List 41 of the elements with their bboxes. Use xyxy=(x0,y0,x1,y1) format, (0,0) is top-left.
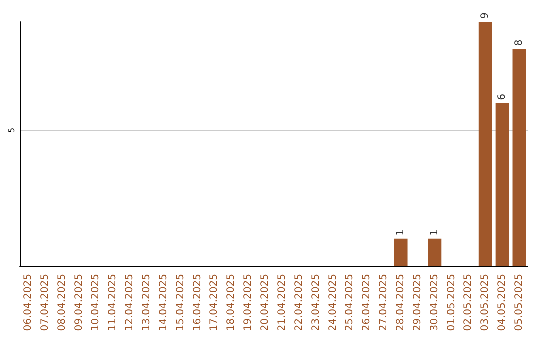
x-tick-label: 29.04.2025 xyxy=(412,274,424,332)
x-tick-label: 22.04.2025 xyxy=(294,274,305,332)
x-tick-label: 05.05.2025 xyxy=(514,274,526,332)
x-tick-label: 04.05.2025 xyxy=(497,274,508,332)
x-tick-label: 16.04.2025 xyxy=(192,274,204,332)
bar xyxy=(478,22,492,266)
x-tick-label: 24.04.2025 xyxy=(328,274,339,332)
x-tick-label: 30.04.2025 xyxy=(429,274,440,332)
x-tick-label: 07.04.2025 xyxy=(40,274,51,332)
x-tick-label: 09.04.2025 xyxy=(74,274,85,332)
x-tick-label: 23.04.2025 xyxy=(310,274,322,332)
bar xyxy=(496,103,510,266)
x-tick-label: 01.05.2025 xyxy=(446,274,458,332)
data-label: 1 xyxy=(429,230,440,236)
x-tick-label: 14.04.2025 xyxy=(158,274,170,332)
x-tick-label: 20.04.2025 xyxy=(260,274,272,332)
x-tick-label: 25.04.2025 xyxy=(344,274,356,332)
x-tick-label: 28.04.2025 xyxy=(396,274,406,332)
y-tick-label: 5 xyxy=(8,128,16,133)
x-tick-label: 10.04.2025 xyxy=(90,274,102,332)
x-tick-label: 13.04.2025 xyxy=(142,274,152,332)
x-tick-label: 18.04.2025 xyxy=(226,274,238,332)
bar xyxy=(394,238,408,266)
data-label: 1 xyxy=(396,230,406,236)
x-tick-label: 15.04.2025 xyxy=(175,274,186,332)
x-tick-label: 12.04.2025 xyxy=(124,274,136,332)
x-tick-label: 02.05.2025 xyxy=(463,274,474,332)
x-tick-label: 21.04.2025 xyxy=(276,274,288,332)
bar xyxy=(428,238,442,266)
x-tick-label: 26.04.2025 xyxy=(362,274,373,332)
x-tick-label: 19.04.2025 xyxy=(243,274,254,332)
x-tick-label: 03.05.2025 xyxy=(480,274,492,332)
x-tick-label: 06.04.2025 xyxy=(22,274,34,332)
x-tick-label: 11.04.2025 xyxy=(108,274,119,332)
data-label: 8 xyxy=(514,40,526,46)
bar xyxy=(512,49,526,266)
data-label: 9 xyxy=(480,12,492,19)
x-tick-label: 17.04.2025 xyxy=(209,274,220,332)
x-tick-label: 08.04.2025 xyxy=(56,274,68,332)
x-tick-label: 27.04.2025 xyxy=(378,274,390,332)
data-label: 6 xyxy=(497,94,508,100)
